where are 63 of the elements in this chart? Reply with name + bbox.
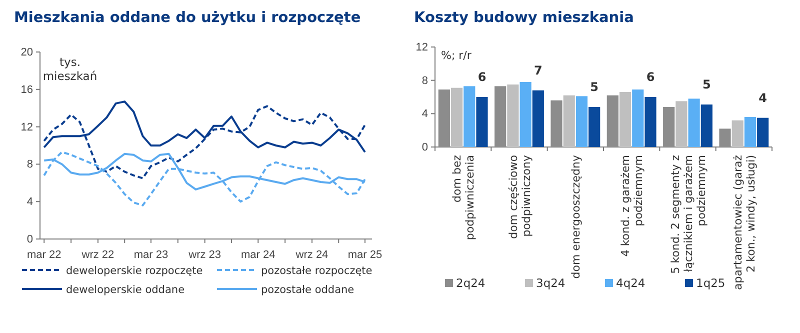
bar — [676, 101, 688, 147]
bar — [494, 86, 506, 147]
data-label: 5 — [590, 80, 599, 94]
y-tick-label: 8 — [26, 158, 33, 171]
y-tick-label: 4 — [26, 196, 33, 208]
legend-label: pozostałe rozpoczęte — [261, 265, 372, 277]
bar — [550, 100, 562, 147]
bar — [464, 86, 476, 147]
x-tick-label: mar 25 — [348, 249, 382, 262]
y-axis-title: tys. mieszkań — [42, 55, 98, 83]
bar — [632, 90, 644, 147]
bar — [719, 128, 731, 147]
y-tick-label: 0 — [422, 142, 428, 154]
x-tick-label: apartamentowiec (garaż 2 kon., windy, usługi) — [731, 154, 758, 290]
y-tick-label: 0 — [26, 234, 33, 246]
x-tick-label: dom energooszczędny — [569, 154, 582, 279]
chart-title: Mieszkania oddane do użytku i rozpoczęte — [14, 10, 361, 26]
y-tick-label: 20 — [20, 46, 33, 59]
bar — [532, 90, 544, 147]
bar — [757, 118, 769, 147]
legend-label: 2q24 — [456, 276, 486, 290]
bar — [588, 107, 600, 147]
chart-title: Koszty budowy mieszkania — [414, 10, 634, 26]
line-series — [43, 151, 366, 206]
bar — [576, 96, 588, 147]
x-tick-label: wrz 24 — [294, 249, 328, 262]
y-tick-label: 8 — [422, 74, 428, 87]
bar — [744, 117, 756, 147]
bar — [732, 120, 744, 147]
y-tick-label: 12 — [20, 121, 33, 134]
bar — [700, 104, 712, 147]
bar — [606, 95, 618, 147]
y-tick-label: 16 — [20, 84, 33, 96]
data-label: 7 — [534, 63, 542, 78]
bar — [450, 88, 463, 147]
x-tick-label: mar 22 — [26, 249, 62, 262]
legend-label: pozostałe oddane — [261, 284, 354, 296]
x-tick-label: dom bez podpiwniczenia — [450, 154, 477, 240]
bar — [476, 97, 488, 147]
bar — [644, 97, 656, 147]
x-tick-label: mar 23 — [134, 249, 168, 262]
y-tick-label: 4 — [422, 108, 428, 120]
x-tick-label: wrz 23 — [188, 249, 222, 262]
bar — [507, 84, 519, 147]
legend-label: 1q25 — [696, 276, 726, 290]
bar — [663, 107, 675, 147]
data-label: 6 — [646, 70, 655, 84]
data-label: 5 — [702, 78, 711, 92]
data-label: 4 — [758, 90, 768, 105]
x-tick-label: wrz 22 — [80, 249, 114, 262]
bar — [619, 92, 632, 147]
legend-label: deweloperskie oddane — [66, 284, 185, 296]
bar — [688, 98, 700, 147]
legend-label: deweloperskie rozpoczęte — [66, 265, 203, 277]
legend-label: 4q24 — [616, 276, 646, 290]
x-tick-label: mar 24 — [240, 249, 276, 262]
data-label: 6 — [478, 70, 486, 84]
y-tick-label: 12 — [416, 42, 428, 54]
legend-label: 3q24 — [536, 276, 566, 290]
bar — [563, 95, 575, 147]
y-axis-title: %; r/r — [441, 49, 472, 62]
bar — [438, 90, 450, 147]
bar — [520, 82, 532, 147]
